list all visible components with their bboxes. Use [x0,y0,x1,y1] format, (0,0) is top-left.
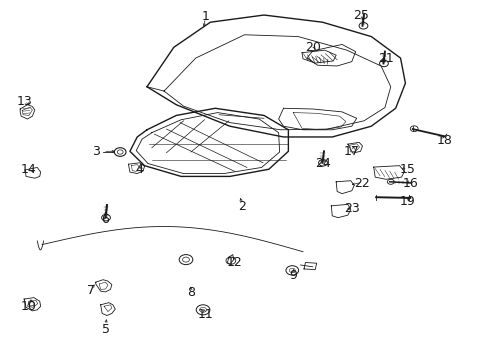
Text: 20: 20 [304,41,320,54]
Text: 11: 11 [197,308,213,321]
Text: 5: 5 [102,323,109,336]
Text: 23: 23 [343,202,359,215]
Text: 24: 24 [314,157,330,170]
Text: 22: 22 [353,177,368,190]
Text: 9: 9 [289,269,297,282]
Text: 12: 12 [226,256,242,269]
Text: 15: 15 [399,163,415,176]
Text: 6: 6 [102,213,109,226]
Text: 19: 19 [399,195,415,208]
Text: 8: 8 [186,287,194,300]
Text: 4: 4 [136,163,143,176]
Text: 16: 16 [402,177,417,190]
Text: 3: 3 [92,145,100,158]
Text: 7: 7 [87,284,95,297]
Text: 1: 1 [201,10,209,23]
Text: 17: 17 [343,145,359,158]
Text: 2: 2 [238,201,245,213]
Text: 14: 14 [21,163,37,176]
Text: 25: 25 [353,9,369,22]
Text: 10: 10 [21,300,37,313]
Text: 18: 18 [436,134,451,147]
Text: 21: 21 [377,51,393,64]
Text: 13: 13 [16,95,32,108]
